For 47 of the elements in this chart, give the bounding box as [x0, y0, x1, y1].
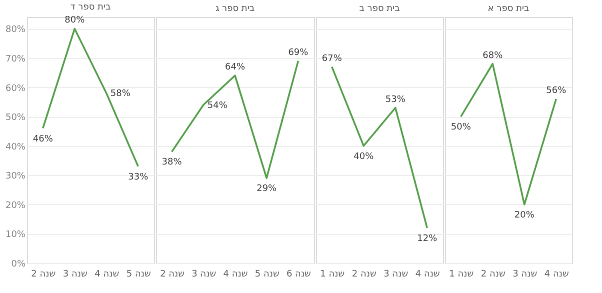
text: 67%: [322, 54, 342, 64]
x-tick-label: שנה 3: [512, 270, 538, 280]
x-tick-label: שנה 4: [415, 270, 440, 280]
text: 29%: [256, 184, 277, 194]
x-tick-label: שנה 5: [126, 270, 151, 280]
text: 46%: [32, 134, 53, 144]
y-tick-label: 10%: [5, 230, 26, 240]
text: 38%: [162, 158, 182, 168]
text: 33%: [128, 172, 148, 182]
x-tick-label: שנה 4: [94, 270, 120, 280]
chart-title: בית ספר ב: [359, 4, 400, 14]
y-tick-label: 70%: [5, 54, 26, 64]
text: 68%: [482, 50, 503, 61]
chart-title: בית ספר ד: [70, 2, 111, 13]
text: 80%: [64, 16, 85, 26]
text: 20%: [514, 210, 534, 220]
x-tick-label: שנה 1: [449, 270, 474, 280]
chart-title: בית ספר ג: [215, 4, 255, 14]
x-tick-label: שנה 3: [192, 270, 216, 280]
x-tick-label: שנה 2: [480, 270, 506, 280]
text: 40%: [354, 152, 374, 162]
y-tick-label: 50%: [5, 113, 26, 124]
chart-title: בית ספר א: [488, 4, 530, 14]
text: 53%: [385, 94, 406, 105]
text: 12%: [417, 234, 438, 244]
y-tick-label: 0%: [11, 260, 26, 270]
y-tick-label: 80%: [5, 25, 26, 36]
x-tick-label: שנה 2: [31, 270, 56, 280]
text: 58%: [110, 89, 130, 100]
y-tick-label: 60%: [5, 84, 26, 94]
text: 56%: [546, 86, 566, 96]
x-tick-label: שנה 1: [320, 270, 345, 280]
text: 64%: [224, 62, 246, 73]
x-tick-label: שנה 2: [352, 270, 376, 280]
x-tick-label: שנה 2: [160, 270, 185, 280]
text: 69%: [288, 48, 308, 58]
x-tick-label: שנה 4: [544, 270, 569, 280]
y-tick-label: 40%: [5, 142, 26, 152]
text: 50%: [450, 122, 471, 133]
x-tick-label: שנה 3: [384, 270, 408, 280]
x-tick-label: שנה 3: [62, 270, 88, 280]
y-tick-label: 30%: [5, 172, 26, 182]
y-tick-label: 20%: [5, 200, 26, 211]
x-tick-label: שנה 4: [223, 270, 248, 280]
x-tick-label: שנה 5: [254, 270, 280, 280]
text: 54%: [207, 100, 228, 111]
x-tick-label: שנה 6: [286, 270, 311, 280]
